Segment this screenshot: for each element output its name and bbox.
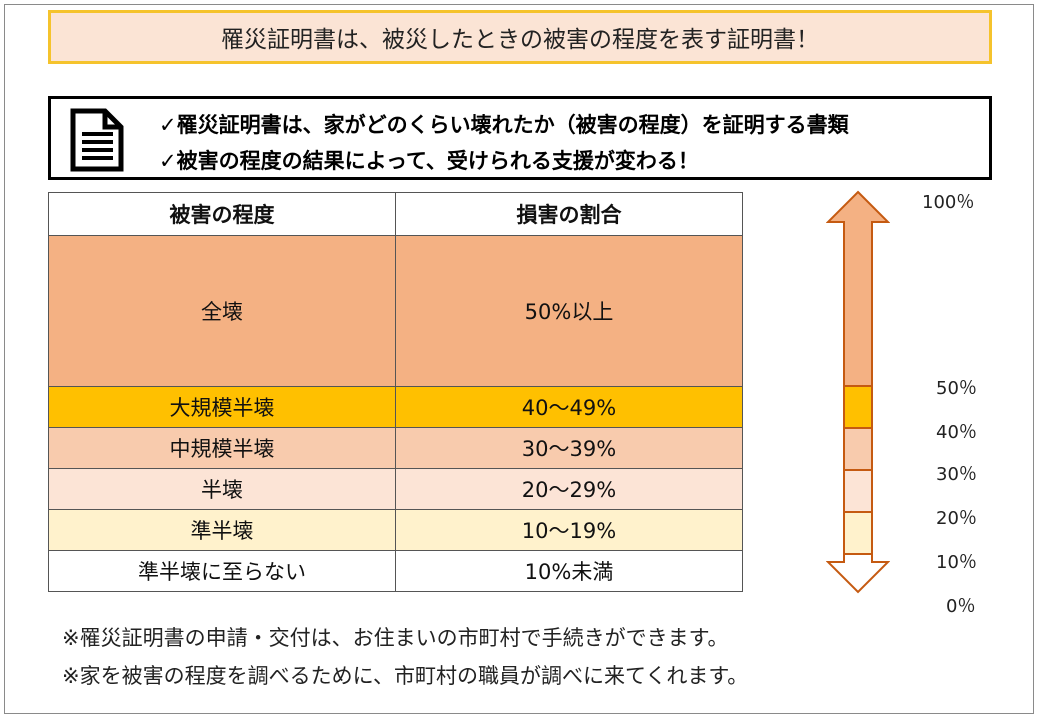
damage-level: 大規模半壊 (48, 386, 396, 428)
damage-ratio: 10%未満 (395, 550, 743, 592)
page-title-text: 罹災証明書は、被災したときの被害の程度を表す証明書！ (221, 27, 819, 53)
table-row: 準半壊 10～19% (48, 509, 743, 551)
scale-label: 30％ (936, 464, 977, 485)
damage-table: 被害の程度 損害の割合 全壊 50%以上 大規模半壊 40～49% 中規模半壊 … (48, 192, 743, 592)
table-row: 大規模半壊 40～49% (48, 386, 743, 428)
page-title: 罹災証明書は、被災したときの被害の程度を表す証明書！ (48, 10, 992, 64)
scale-arrow-down (826, 553, 890, 594)
scale-label: 0％ (946, 596, 976, 617)
document-icon (70, 108, 124, 172)
damage-ratio: 10～19% (395, 509, 743, 551)
damage-ratio: 20～29% (395, 468, 743, 510)
footnote-1: ※罹災証明書の申請・交付は、お住まいの市町村で手続きができます。 (62, 626, 729, 650)
header-damage-ratio: 損害の割合 (395, 192, 743, 236)
header-damage-level: 被害の程度 (48, 192, 396, 236)
scale-label: 40％ (936, 422, 977, 443)
damage-ratio: 30～39% (395, 427, 743, 469)
scale-label: 100％ (922, 192, 975, 213)
info-box: ✓罹災証明書は、家がどのくらい壊れたか（被害の程度）を証明する書類 ✓被害の程度… (48, 96, 992, 180)
damage-level: 準半壊 (48, 509, 396, 551)
damage-level: 半壊 (48, 468, 396, 510)
table-row: 全壊 50%以上 (48, 235, 743, 387)
table-row: 中規模半壊 30～39% (48, 427, 743, 469)
footnote-2: ※家を被害の程度を調べるために、市町村の職員が調べに来てくれます。 (62, 664, 749, 688)
info-line-2: ✓被害の程度の結果によって、受けられる支援が変わる！ (159, 149, 699, 173)
table-row: 準半壊に至らない 10%未満 (48, 550, 743, 592)
info-line-1: ✓罹災証明書は、家がどのくらい壊れたか（被害の程度）を証明する書類 (159, 113, 849, 137)
scale-label: 10％ (936, 552, 977, 573)
page-frame (4, 4, 1034, 714)
table-header-row: 被害の程度 損害の割合 (48, 192, 743, 236)
damage-level: 全壊 (48, 235, 396, 387)
damage-ratio: 40～49% (395, 386, 743, 428)
damage-ratio: 50%以上 (395, 235, 743, 387)
damage-level: 準半壊に至らない (48, 550, 396, 592)
table-row: 半壊 20～29% (48, 468, 743, 510)
damage-level: 中規模半壊 (48, 427, 396, 469)
scale-label: 50％ (936, 378, 977, 399)
damage-scale-arrow (826, 190, 890, 594)
scale-label: 20％ (936, 508, 977, 529)
